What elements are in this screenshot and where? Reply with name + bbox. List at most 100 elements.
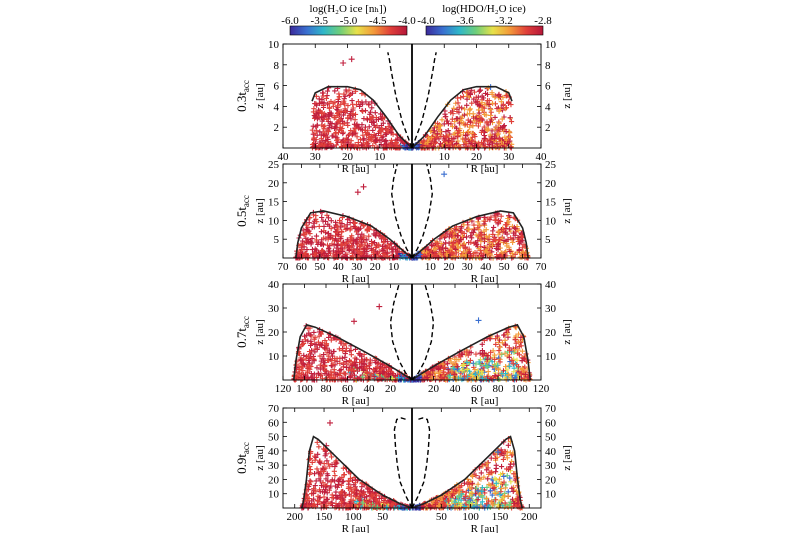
data-point xyxy=(432,251,438,258)
data-point xyxy=(436,126,442,132)
data-point xyxy=(428,242,434,248)
data-point xyxy=(342,138,348,144)
data-point xyxy=(489,91,495,98)
data-point xyxy=(301,352,307,358)
data-point xyxy=(454,116,460,122)
x-axis-label: R [au] xyxy=(342,273,370,285)
data-point xyxy=(340,100,347,106)
data-point xyxy=(352,220,358,226)
y-tick-label: 10 xyxy=(268,489,280,501)
data-point xyxy=(372,138,379,144)
data-point xyxy=(358,126,364,132)
data-point xyxy=(348,352,354,358)
y-tick-label: 40 xyxy=(545,446,557,458)
data-point xyxy=(380,239,387,245)
data-point xyxy=(332,88,338,94)
data-point xyxy=(352,111,359,117)
data-point xyxy=(449,123,456,130)
data-point xyxy=(465,89,471,95)
x-tick-label: 150 xyxy=(316,511,333,523)
data-point xyxy=(428,128,434,135)
data-point xyxy=(457,244,463,250)
data-point xyxy=(343,358,349,365)
data-point xyxy=(468,239,474,245)
y-tick-label: 60 xyxy=(545,417,557,429)
streamline-left xyxy=(391,163,413,259)
data-point xyxy=(361,136,367,142)
colorbar-tick-label: -3.5 xyxy=(311,15,329,27)
data-point xyxy=(318,229,325,235)
data-point xyxy=(306,220,312,226)
y-tick-label: 10 xyxy=(268,351,280,363)
data-point xyxy=(443,129,449,135)
data-point xyxy=(376,252,382,258)
data-point xyxy=(443,134,450,140)
data-point xyxy=(454,130,461,136)
colorbar-tick-label: -5.0 xyxy=(340,15,358,27)
data-point xyxy=(473,232,479,238)
y-tick-label: 4 xyxy=(545,101,551,113)
x-axis-label: R [au] xyxy=(471,273,499,285)
data-point xyxy=(311,329,317,336)
data-point xyxy=(384,245,390,251)
data-point xyxy=(495,232,501,238)
data-point xyxy=(335,130,342,136)
data-point xyxy=(357,101,363,108)
data-point xyxy=(346,131,353,137)
colorbar-tick-label: -4.5 xyxy=(369,15,387,27)
data-point xyxy=(330,100,336,106)
data-point xyxy=(497,106,503,113)
data-point xyxy=(473,241,480,247)
x-tick-label: 20 xyxy=(443,261,455,273)
data-point xyxy=(335,248,342,255)
panel-4: 200 200 150 150 100 100 50 50 R [au] R [au] 10 10 20… xyxy=(234,403,573,533)
data-point xyxy=(504,140,510,147)
data-point xyxy=(312,341,318,348)
data-point xyxy=(470,360,476,366)
data-point xyxy=(498,105,504,112)
data-point xyxy=(305,325,311,332)
data-point xyxy=(340,130,346,137)
data-point xyxy=(307,230,313,237)
data-point xyxy=(492,94,498,100)
x-axis-label: R [au] xyxy=(471,395,499,407)
data-point xyxy=(350,101,356,107)
y-tick-label: 4 xyxy=(274,101,280,113)
data-point xyxy=(484,119,490,125)
data-point xyxy=(325,215,332,221)
data-point xyxy=(357,244,363,250)
data-point xyxy=(475,225,481,231)
y-tick-label: 2 xyxy=(545,122,551,134)
data-point xyxy=(485,368,491,375)
data-point xyxy=(394,248,400,254)
data-point xyxy=(470,229,477,235)
data-point xyxy=(439,117,445,123)
data-point xyxy=(444,118,451,124)
y-tick-label: 20 xyxy=(545,327,557,339)
data-point xyxy=(359,122,365,128)
data-point xyxy=(471,118,477,124)
data-point xyxy=(454,140,460,147)
row-label: 0.9tacc xyxy=(234,442,251,474)
data-point xyxy=(477,87,484,93)
y-tick-label: 2 xyxy=(274,122,280,134)
data-point xyxy=(339,355,345,361)
data-point xyxy=(438,133,444,140)
data-point xyxy=(463,141,469,147)
data-point xyxy=(450,240,456,246)
data-point xyxy=(388,129,394,136)
data-point xyxy=(364,130,371,137)
data-point xyxy=(502,134,508,140)
y-axis-label-left: z [au] xyxy=(254,83,266,108)
colorbar-tick-label: -3.2 xyxy=(495,15,512,27)
data-point xyxy=(319,90,326,96)
data-point xyxy=(307,478,313,484)
data-point xyxy=(476,88,482,94)
data-point xyxy=(317,241,324,247)
data-point xyxy=(384,238,390,244)
data-point xyxy=(463,132,469,138)
data-point xyxy=(335,119,341,125)
x-tick-label: 30 xyxy=(351,261,363,273)
data-point xyxy=(491,135,497,142)
data-point xyxy=(321,460,327,467)
